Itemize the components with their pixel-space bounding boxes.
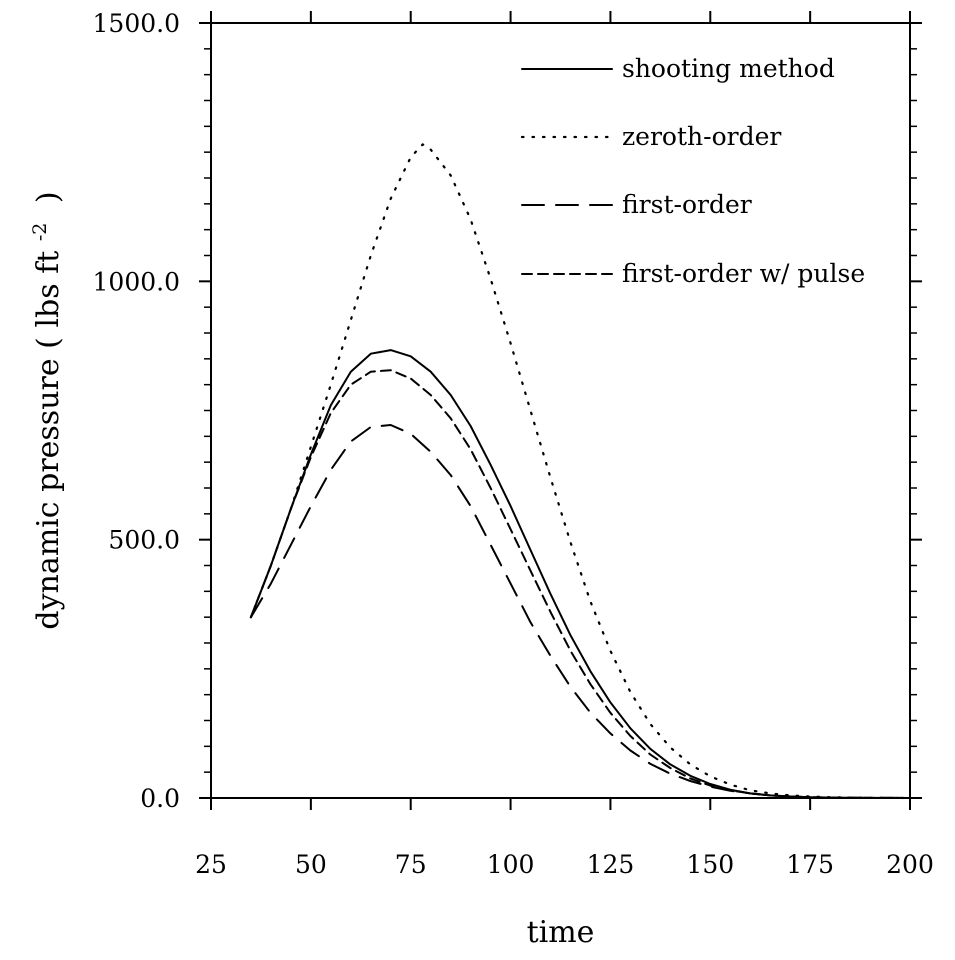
- legend-label: shooting method: [622, 54, 835, 83]
- series-line-long-dash: [249, 424, 911, 799]
- y-axis-label-main: dynamic pressure: [31, 358, 66, 629]
- legend-label: first-order: [622, 190, 752, 219]
- y-axis-label-unit-open: ( lbs ft: [31, 251, 66, 349]
- axis-ticks: [199, 11, 922, 810]
- y-axis-label-unit-close: ): [31, 191, 66, 203]
- x-tick-label: 25: [195, 850, 227, 879]
- plot-frame: [210, 22, 911, 799]
- y-axis-label-unit-exponent: -2: [29, 223, 51, 242]
- x-tick-label: 200: [886, 850, 934, 879]
- x-tick-label: 125: [587, 850, 635, 879]
- y-tick-labels: 0.0 500.0 1000.0 1500.0: [93, 9, 180, 813]
- series-line-short-dash: [249, 369, 911, 799]
- x-tick-label: 75: [395, 850, 427, 879]
- x-axis-label: time: [527, 915, 595, 950]
- x-tick-label: 50: [295, 850, 327, 879]
- x-tick-labels: 25 50 75 100 125 150 175 200: [195, 850, 934, 879]
- x-tick-label: 175: [786, 850, 834, 879]
- y-tick-label: 1000.0: [93, 267, 180, 296]
- y-axis-label: dynamic pressure ( lbs ft -2 ): [19, 191, 66, 629]
- series-lines: [249, 143, 912, 800]
- legend: shooting method zeroth-order first-order fi…: [520, 54, 865, 288]
- y-tick-label: 0.0: [140, 784, 180, 813]
- y-tick-label: 500.0: [108, 526, 180, 555]
- x-tick-label: 150: [686, 850, 734, 879]
- legend-label: first-order w/ pulse: [622, 259, 865, 288]
- x-tick-label: 100: [487, 850, 535, 879]
- legend-label: zeroth-order: [622, 122, 781, 151]
- y-tick-label: 1500.0: [93, 9, 180, 38]
